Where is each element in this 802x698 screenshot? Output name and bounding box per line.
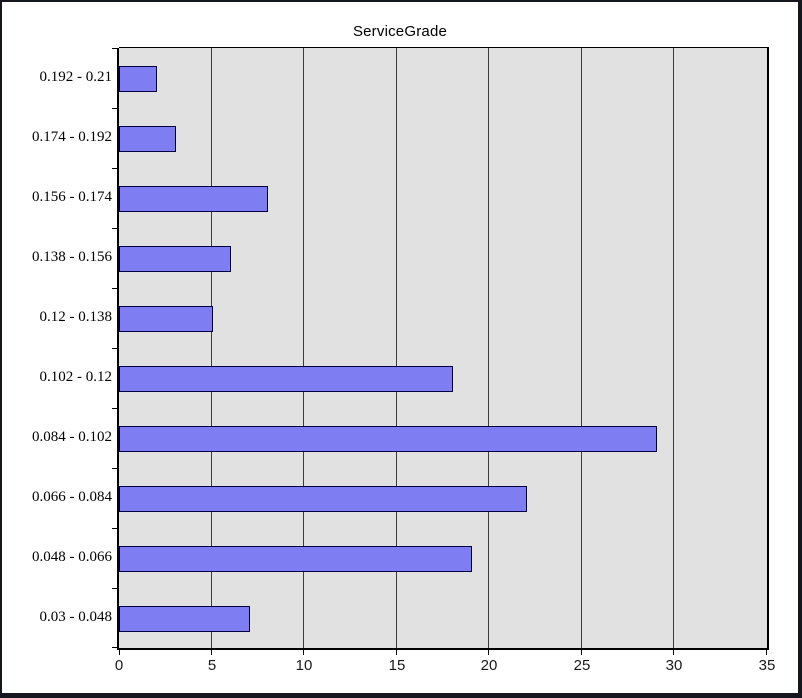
x-axis-label-25: 25 xyxy=(573,657,591,674)
bar-0.192-0.21 xyxy=(119,66,157,92)
y-axis-label: 0.084 - 0.102 xyxy=(32,429,112,445)
x-tick-mark-15 xyxy=(396,650,397,655)
bar-0.138-0.156 xyxy=(119,246,231,272)
bar-0.156-0.174 xyxy=(119,186,268,212)
y-tick-mark xyxy=(112,588,117,589)
y-axis-line xyxy=(117,48,119,650)
y-tick-mark xyxy=(112,168,117,169)
gridline-x-25 xyxy=(581,48,582,648)
x-axis-label-30: 30 xyxy=(665,657,683,674)
y-axis-label: 0.102 - 0.12 xyxy=(39,369,113,385)
y-axis-label: 0.156 - 0.174 xyxy=(32,189,112,205)
x-tick-mark-20 xyxy=(488,650,489,655)
y-tick-mark xyxy=(112,408,117,409)
y-tick-mark xyxy=(112,228,117,229)
y-axis-label: 0.174 - 0.192 xyxy=(32,129,112,145)
y-tick-mark xyxy=(112,288,117,289)
y-tick-mark xyxy=(112,647,117,648)
x-axis-label-0: 0 xyxy=(114,657,124,674)
bar-0.066-0.084 xyxy=(119,486,527,512)
gridline-x-30 xyxy=(673,48,674,648)
x-axis-label-35: 35 xyxy=(758,657,776,674)
x-tick-mark-0 xyxy=(119,650,120,655)
y-axis-label: 0.12 - 0.138 xyxy=(39,309,113,325)
y-axis-label: 0.066 - 0.084 xyxy=(32,489,112,505)
x-axis-label-5: 5 xyxy=(207,657,217,674)
x-tick-mark-30 xyxy=(673,650,674,655)
chart-title: ServiceGrade xyxy=(352,23,448,40)
gridline-x-10 xyxy=(303,48,304,648)
y-tick-mark xyxy=(112,108,117,109)
bar-0.048-0.066 xyxy=(119,546,472,572)
y-tick-mark xyxy=(112,528,117,529)
y-axis-label: 0.048 - 0.066 xyxy=(32,549,112,565)
gridline-x-20 xyxy=(488,48,489,648)
y-axis-label: 0.138 - 0.156 xyxy=(32,249,112,265)
x-tick-mark-25 xyxy=(581,650,582,655)
bar-0.084-0.102 xyxy=(119,426,657,452)
gridline-x-5 xyxy=(211,48,212,648)
x-tick-mark-35 xyxy=(766,650,767,655)
plot-area xyxy=(112,47,769,655)
plot-border-right xyxy=(767,47,769,649)
x-axis-label-20: 20 xyxy=(480,657,498,674)
plot-border-top xyxy=(119,47,768,48)
x-axis-label-10: 10 xyxy=(295,657,313,674)
bar-0.12-0.138 xyxy=(119,306,213,332)
bar-0.03-0.048 xyxy=(119,606,250,632)
bar-0.174-0.192 xyxy=(119,126,176,152)
y-tick-mark xyxy=(112,348,117,349)
y-axis-label: 0.03 - 0.048 xyxy=(39,609,113,625)
gridline-x-15 xyxy=(396,48,397,648)
x-tick-mark-10 xyxy=(303,650,304,655)
x-axis-label-15: 15 xyxy=(388,657,406,674)
bar-0.102-0.12 xyxy=(119,366,453,392)
x-tick-mark-5 xyxy=(211,650,212,655)
y-tick-mark xyxy=(112,48,117,49)
x-axis-line xyxy=(117,648,769,650)
y-axis-label: 0.192 - 0.21 xyxy=(39,69,113,85)
y-tick-mark xyxy=(112,468,117,469)
